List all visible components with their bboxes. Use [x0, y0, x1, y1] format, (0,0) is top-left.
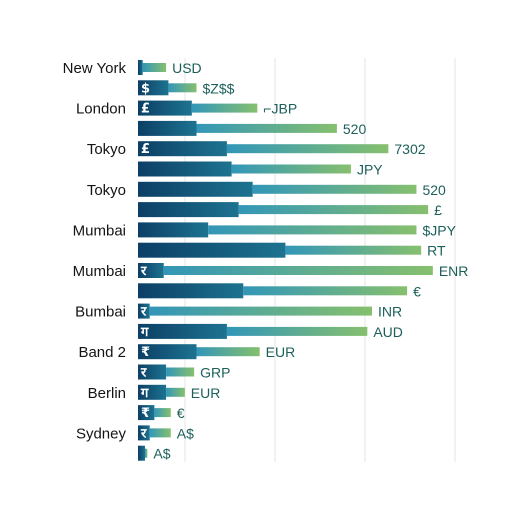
bar-segment-light: [166, 387, 185, 397]
bar-segment-dark: [138, 323, 227, 339]
bar-end-label: INR: [378, 304, 402, 320]
bar-segment-light: [226, 144, 389, 154]
currency-glyph: र: [140, 426, 147, 441]
bar-segment-dark: [138, 384, 167, 400]
bar-end-label: A$: [153, 446, 170, 462]
bar-segment-light: [196, 123, 337, 133]
bar-end-label: EUR: [266, 344, 296, 360]
city-label: London: [76, 101, 126, 118]
bar-end-label: $JPY: [422, 222, 456, 238]
bar-end-label: JPY: [357, 162, 383, 178]
currency-glyph: ₹: [141, 406, 150, 421]
currency-glyph: ₹: [141, 345, 150, 360]
bar-segment-light: [252, 184, 417, 194]
bar-segment-dark: [138, 364, 167, 380]
bar-end-label: USD: [172, 60, 202, 76]
bar-end-label: £: [434, 202, 442, 218]
bar-segment-dark: [138, 80, 169, 96]
bar-segment-dark: [138, 263, 164, 278]
city-label: Mumbai: [73, 222, 126, 239]
grid: [184, 58, 456, 462]
currency-glyph: £: [141, 142, 150, 157]
currency-glyph: ग: [140, 325, 149, 340]
bar-segment-dark: [138, 100, 192, 116]
bar-end-label: ENR: [439, 263, 469, 279]
bar-end-label: 520: [343, 121, 367, 137]
bar-segment-dark: [138, 120, 197, 136]
city-label: Band 2: [78, 344, 126, 361]
bar-segment-light: [149, 428, 171, 438]
bar-end-label: $Z$$: [203, 80, 235, 96]
bar-end-label: €: [177, 405, 185, 421]
bar-end-label: RT: [427, 243, 446, 259]
bar-segment-light: [154, 408, 171, 418]
currency-glyph: र: [140, 366, 147, 381]
currency-glyph: ग: [140, 386, 149, 401]
currency-glyph: £: [141, 102, 150, 117]
city-label: Tokyo: [87, 182, 126, 199]
bar-segment-light: [285, 245, 422, 255]
bar-end-label: AUD: [373, 324, 403, 340]
bar-segment-light: [145, 448, 148, 458]
city-label: Mumbai: [73, 263, 126, 280]
bar-end-label: A$: [177, 425, 194, 441]
city-label: Tokyo: [87, 141, 126, 158]
bar-segment-light: [226, 326, 368, 336]
bar-segment-light: [238, 205, 429, 215]
bar-segment-dark: [138, 161, 232, 177]
bar-end-label: 520: [422, 182, 446, 198]
bar-segment-light: [163, 266, 433, 275]
bar-segment-light: [168, 83, 197, 93]
bar-segment-dark: [138, 405, 155, 421]
bar-end-label: GRP: [200, 365, 230, 381]
bar-segment-light: [191, 103, 258, 113]
city-label: New York: [63, 60, 127, 77]
bar-end-label: ⌐JBP: [263, 101, 297, 117]
bar-segment-dark: [138, 141, 227, 157]
bar-segment-dark: [138, 60, 143, 75]
bar-segment-light: [142, 63, 167, 72]
bar-end-label: 7302: [394, 141, 425, 157]
bar-segment-light: [243, 286, 408, 296]
city-label: Sydney: [76, 425, 127, 442]
bar-segment-light: [196, 347, 260, 357]
bar-segment-light: [231, 164, 351, 174]
bar-end-label: €: [413, 283, 421, 299]
bar-segment-dark: [138, 344, 197, 360]
city-label: Berlin: [88, 385, 126, 402]
labels: USD New York $ $Z$$ £ ⌐JBP London 520 £ 7302 Tokyo…: [63, 60, 469, 462]
currency-glyph: र: [140, 264, 147, 279]
bar-segment-dark: [138, 425, 150, 441]
bar-segment-dark: [138, 222, 209, 238]
currency-glyph: $: [141, 81, 150, 96]
bar-segment-light: [149, 306, 372, 316]
bar-segment-dark: [138, 202, 239, 218]
bar-segment-dark: [138, 445, 146, 461]
bars: [138, 60, 433, 461]
bar-end-label: EUR: [191, 385, 221, 401]
bar-segment-light: [208, 225, 417, 235]
bar-segment-dark: [138, 242, 286, 258]
bar-segment-light: [166, 367, 195, 377]
bar-segment-dark: [138, 181, 253, 197]
bar-segment-dark: [138, 283, 244, 299]
bar-segment-dark: [138, 303, 150, 319]
city-label: Bumbai: [75, 304, 126, 321]
currency-glyph: र: [140, 305, 147, 320]
